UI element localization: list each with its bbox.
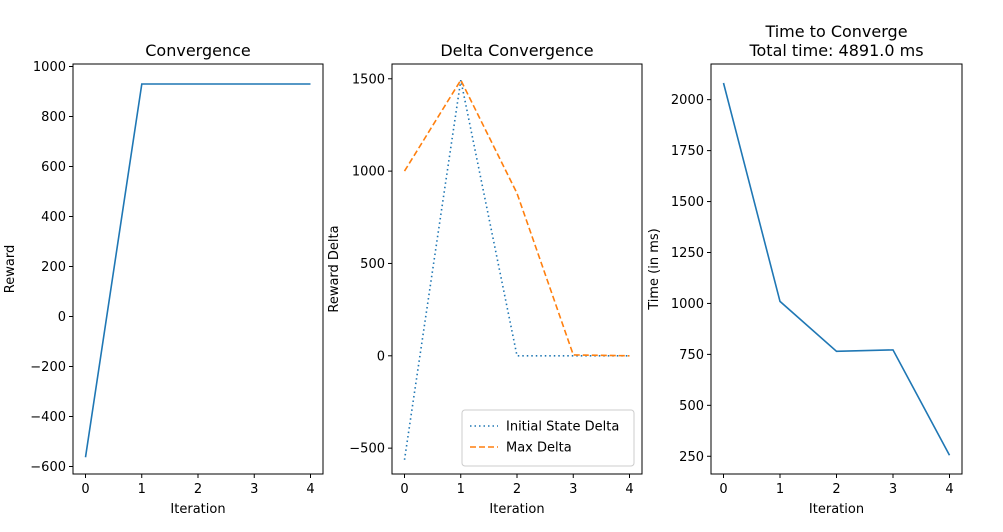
- x-tick-label: 0: [400, 482, 408, 497]
- x-tick-label: 3: [569, 482, 577, 497]
- y-tick-label: 1750: [671, 144, 704, 159]
- legend-box: [461, 409, 635, 467]
- chart-title-line: Total time: 4891.0 ms: [748, 41, 923, 60]
- chart-panel-3: Time to Converge Total time: 4891.0 ms0 1 2…: [647, 22, 963, 517]
- x-axis-label: Iteration: [489, 502, 544, 517]
- series-line-1: [722, 82, 951, 456]
- y-tick-label: 750: [679, 348, 704, 363]
- chart-title: Time to Converge Total time: 4891.0 ms: [748, 22, 923, 60]
- x-tick-label: 0: [81, 482, 89, 497]
- legend-label: Max Delta: [506, 441, 572, 456]
- x-tick-label: 2: [513, 482, 521, 497]
- x-tick-label: 4: [945, 482, 953, 497]
- y-tick-label: −500: [349, 442, 385, 457]
- x-tick-label: 3: [889, 482, 897, 497]
- y-tick-label: −600: [30, 460, 66, 475]
- x-tick-label: 4: [306, 482, 314, 497]
- chart-title: Delta Convergence: [440, 41, 593, 60]
- y-tick-label: 1500: [671, 195, 704, 210]
- y-tick-label: 2000: [671, 93, 704, 108]
- chart-panel-2: Delta Convergence 0 1 2 3 4 −500 0 500 1000 1500 It…: [327, 41, 643, 517]
- chart-title-line: Delta Convergence: [440, 41, 593, 60]
- x-tick-label: 0: [719, 482, 727, 497]
- x-tick-label: 4: [625, 482, 633, 497]
- y-tick-label: 1000: [33, 60, 66, 75]
- y-tick-label: 400: [41, 210, 66, 225]
- chart-title: Convergence: [145, 41, 251, 60]
- x-axis-label: Iteration: [170, 502, 225, 517]
- legend-label: Initial State Delta: [506, 420, 619, 435]
- x-tick-label: 1: [457, 482, 465, 497]
- x-tick-label: 1: [776, 482, 784, 497]
- y-tick-label: 250: [679, 450, 704, 465]
- y-tick-label: 200: [41, 260, 66, 275]
- series-line-1: [403, 79, 630, 460]
- legend: Initial State Delta Max Delta: [461, 409, 635, 467]
- x-tick-label: 2: [832, 482, 840, 497]
- chart-title-line: Convergence: [145, 41, 251, 60]
- chart-title-line: Time to Converge: [764, 22, 907, 41]
- x-axis-label: Iteration: [809, 502, 864, 517]
- y-tick-label: 500: [360, 257, 385, 272]
- y-axis-label: Reward Delta: [327, 225, 342, 312]
- y-tick-label: 0: [377, 349, 385, 364]
- axes-frame: [710, 63, 963, 475]
- y-axis-label: Reward: [3, 245, 18, 293]
- y-tick-label: 1250: [671, 246, 704, 261]
- x-tick-label: 1: [138, 482, 146, 497]
- series-line-2: [403, 78, 630, 357]
- y-tick-label: −200: [30, 360, 66, 375]
- chart-panel-1: Convergence 0 1 2 3 4 −600 −400 −200 0 200 400 600 80…: [3, 41, 324, 517]
- y-tick-label: 1500: [352, 72, 385, 87]
- y-tick-label: 1000: [352, 165, 385, 180]
- series-line-1: [84, 83, 311, 458]
- x-tick-label: 2: [194, 482, 202, 497]
- y-tick-label: 1000: [671, 297, 704, 312]
- axes-frame: [72, 63, 324, 475]
- y-tick-label: 500: [679, 399, 704, 414]
- y-tick-label: 600: [41, 160, 66, 175]
- y-tick-label: 800: [41, 110, 66, 125]
- x-tick-label: 3: [250, 482, 258, 497]
- y-tick-label: 0: [58, 310, 66, 325]
- y-axis-label: Time (in ms): [647, 228, 662, 311]
- y-tick-label: −400: [30, 410, 66, 425]
